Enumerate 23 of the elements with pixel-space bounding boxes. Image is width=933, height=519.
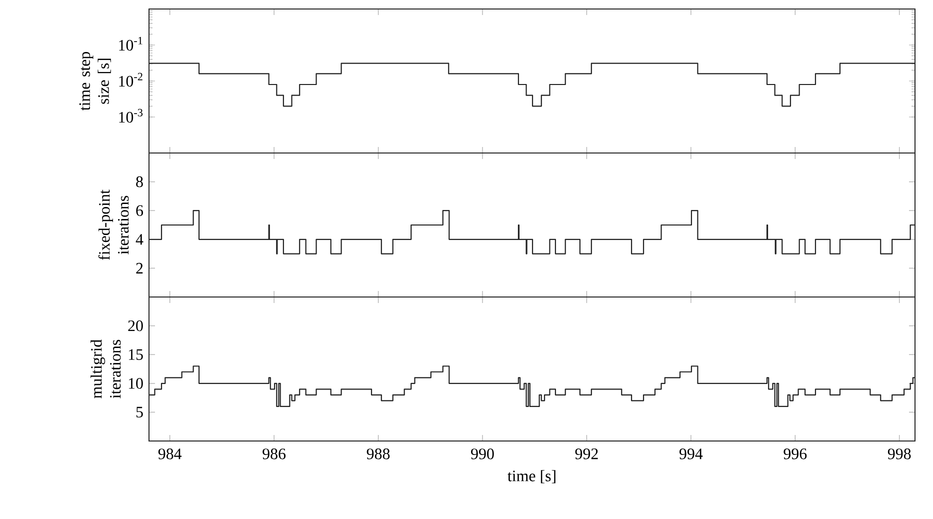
y-tick-label: 4 [136, 234, 144, 245]
x-tick-label: 986 [262, 448, 286, 460]
y-tick-label: 15 [128, 349, 143, 360]
x-axis-title: time [s] [508, 470, 556, 484]
y-tick-label: 20 [128, 320, 143, 332]
y-axis-title: fixed-point iterations [98, 190, 129, 260]
y-tick-label: 10$^{-1}$ [119, 36, 142, 51]
x-tick-label: 988 [366, 448, 390, 460]
y-tick-label: 6 [136, 205, 144, 216]
x-tick-label: 992 [575, 448, 598, 460]
y-tick-label: 5 [136, 406, 143, 418]
y-axis-title: time step size [s] [79, 52, 111, 111]
x-tick-label: 996 [784, 448, 807, 460]
x-tick-label: 994 [680, 448, 703, 460]
y-tick-label: 2 [136, 262, 143, 274]
y-tick-label: 10$^{-2}$ [119, 72, 142, 87]
y-axis-title: multigrid iterations [90, 340, 121, 398]
x-tick-label: 984 [158, 448, 182, 460]
x-tick-label: 990 [471, 448, 494, 460]
y-tick-label: 8 [136, 176, 143, 188]
x-tick-label: 998 [888, 448, 911, 460]
y-tick-label: 10$^{-3}$ [119, 108, 143, 123]
y-tick-label: 10 [128, 378, 143, 389]
